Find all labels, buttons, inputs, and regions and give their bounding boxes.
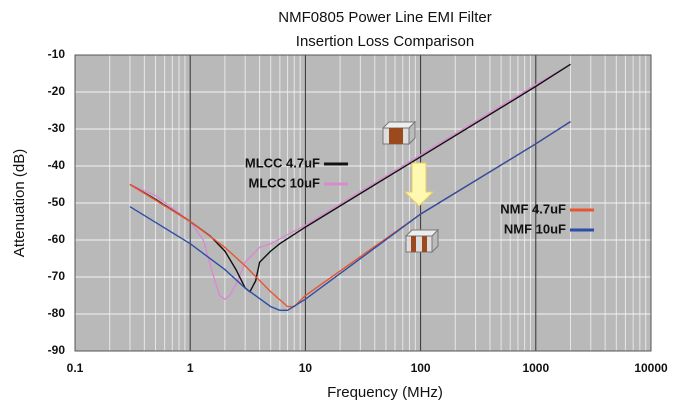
capacitor-icon xyxy=(411,236,416,252)
series-line xyxy=(129,63,571,301)
legend-label: MLCC 4.7uF xyxy=(245,155,320,170)
y-tick-label: -30 xyxy=(48,121,66,135)
y-tick-label: -80 xyxy=(48,306,66,320)
x-tick-label: 100 xyxy=(411,361,431,375)
legend-label: MLCC 10uF xyxy=(249,175,321,190)
chart-title: NMF0805 Power Line EMI Filter xyxy=(278,9,491,26)
series-line xyxy=(129,121,571,311)
capacitor-icon xyxy=(389,128,403,144)
x-tick-label: 10 xyxy=(299,361,313,375)
legend-label: NMF 4.7uF xyxy=(500,201,566,216)
legend-label: NMF 10uF xyxy=(504,221,566,236)
y-tick-label: -40 xyxy=(48,158,66,172)
capacitor-icon xyxy=(431,228,439,254)
y-tick-label: -60 xyxy=(48,232,66,246)
x-tick-label: 0.1 xyxy=(67,361,84,375)
capacitor-icon xyxy=(422,236,427,252)
y-axis-label: Attenuation (dB) xyxy=(11,149,28,257)
chart-subtitle: Insertion Loss Comparison xyxy=(296,33,474,50)
y-tick-label: -10 xyxy=(48,47,66,61)
plot-border xyxy=(74,54,652,352)
capacitor-icon xyxy=(405,235,433,253)
y-tick-label: -50 xyxy=(48,195,66,209)
x-tick-label: 1 xyxy=(187,361,194,375)
y-tick-label: -90 xyxy=(48,343,66,357)
y-tick-label: -70 xyxy=(48,269,66,283)
capacitor-icon xyxy=(408,120,416,146)
x-axis-label: Frequency (MHz) xyxy=(327,384,443,401)
arrow-icon xyxy=(403,162,435,207)
x-tick-label: 10000 xyxy=(634,361,668,375)
y-tick-label: -20 xyxy=(48,84,66,98)
x-tick-label: 1000 xyxy=(522,361,549,375)
